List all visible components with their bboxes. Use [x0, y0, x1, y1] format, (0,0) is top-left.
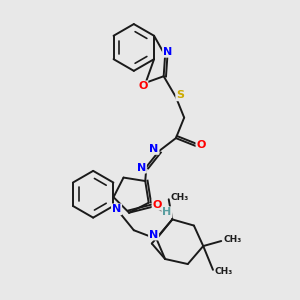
Text: CH₃: CH₃	[223, 235, 241, 244]
Text: CH₃: CH₃	[171, 193, 189, 202]
Text: N: N	[137, 163, 146, 172]
Text: N: N	[149, 230, 158, 239]
Text: S: S	[176, 90, 184, 100]
Text: N: N	[163, 47, 172, 57]
Text: N: N	[149, 144, 159, 154]
Text: N: N	[112, 204, 121, 214]
Text: H: H	[162, 207, 172, 217]
Text: O: O	[138, 81, 148, 91]
Text: O: O	[152, 200, 162, 210]
Text: O: O	[196, 140, 206, 150]
Text: CH₃: CH₃	[215, 267, 233, 276]
